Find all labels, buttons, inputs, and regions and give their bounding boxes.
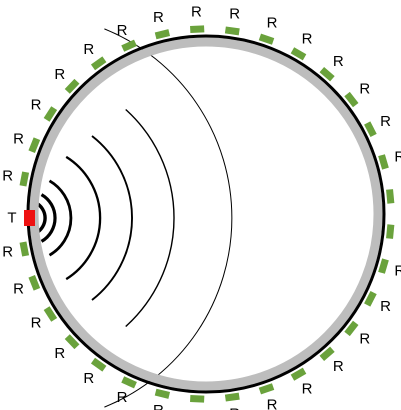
receiver-label: R (302, 31, 313, 48)
wavefront-arc (104, 28, 233, 408)
wavefront-arc (48, 179, 73, 257)
receiver-element (378, 258, 389, 274)
receiver-label: R (394, 262, 401, 279)
receiver-label: R (333, 358, 344, 375)
inner-gray-ring (29, 37, 383, 391)
receiver-element (64, 78, 80, 94)
wavefront-arc (91, 135, 133, 301)
receiver-element (344, 91, 359, 108)
receiver-label: R (2, 244, 13, 261)
receiver-element (190, 394, 205, 403)
receiver-label: R (83, 370, 94, 387)
receiver-label: R (31, 315, 42, 332)
receiver-element (19, 171, 30, 187)
receiver-label: R (31, 96, 42, 113)
receiver-label: R (380, 298, 391, 315)
receiver-element (290, 47, 307, 61)
receiver-label: R (13, 281, 24, 298)
receiver-element (224, 392, 240, 402)
receiver-element (43, 106, 58, 122)
receiver-label: R (54, 66, 65, 83)
receiver-element (19, 241, 30, 257)
receiver-element (43, 306, 58, 322)
wavefront-arc (65, 155, 102, 281)
receiver-label: R (153, 402, 164, 410)
receiver-element (344, 320, 359, 337)
receiver-element (154, 388, 171, 399)
receiver-element (121, 376, 137, 389)
receiver-label: R (302, 380, 313, 397)
receiver-element (64, 334, 80, 350)
receiver-labels: RRRRRRRRRRRRRRRRRRRRRRRRRRRRRRRR (2, 4, 401, 410)
receiver-label: R (359, 81, 370, 98)
receiver-element (290, 367, 307, 381)
wavefront-arc (40, 193, 57, 243)
receiver-element (121, 39, 137, 52)
receiver-element (28, 275, 41, 291)
receiver-label: R (2, 167, 13, 184)
receiver-element (28, 137, 41, 153)
receiver-element (364, 290, 377, 307)
receiver-label: R (153, 9, 164, 26)
receiver-label: R (229, 6, 240, 23)
transmitter-element (24, 210, 35, 226)
receiver-label: R (117, 389, 128, 406)
receiver-element (364, 121, 377, 138)
receiver-label: R (267, 396, 278, 410)
receiver-label: R (394, 149, 401, 166)
receiver-label: R (13, 130, 24, 147)
receiver-label: R (83, 41, 94, 58)
receiver-label: R (380, 113, 391, 130)
receiver-element (90, 357, 107, 372)
receiver-element (224, 26, 240, 36)
receiver-element (258, 33, 275, 45)
receiver-element (386, 189, 395, 204)
receiver-label: R (229, 405, 240, 410)
receiver-element (190, 25, 205, 34)
receiver-label: R (54, 345, 65, 362)
wavefront-arcs (34, 28, 233, 408)
receiver-label: R (333, 53, 344, 70)
receiver-element (319, 66, 335, 82)
receiver-element (90, 56, 107, 71)
transmitter-label: T (7, 210, 16, 227)
receiver-element (386, 224, 395, 239)
receiver-element (378, 154, 389, 170)
receiver-label: R (117, 22, 128, 39)
wavefront-arc (125, 108, 175, 328)
receiver-label: R (191, 4, 202, 21)
receiver-element (258, 383, 275, 395)
receiver-element (319, 346, 335, 362)
receiver-label: R (191, 407, 202, 410)
receiver-element (154, 29, 171, 40)
receiver-array (19, 25, 395, 403)
receiver-label: R (267, 15, 278, 32)
receiver-label: R (359, 330, 370, 347)
